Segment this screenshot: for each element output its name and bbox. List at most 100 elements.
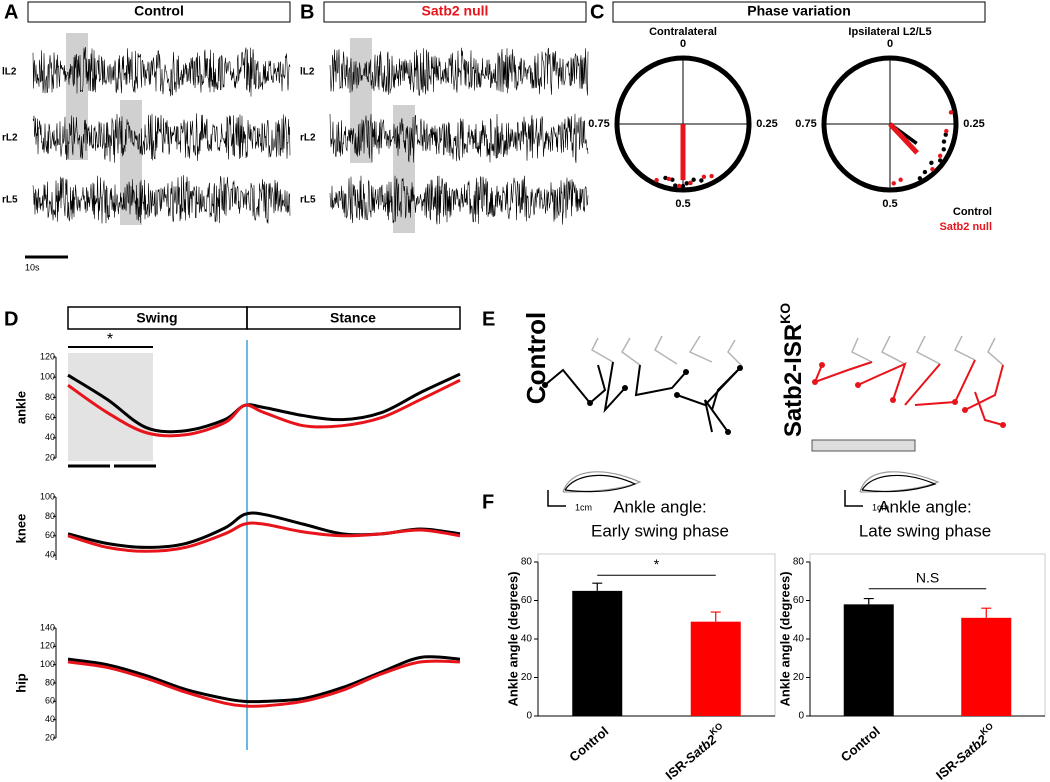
y-tick-label: 20 xyxy=(45,732,55,742)
y-tick-label: 60 xyxy=(793,595,805,606)
y-tick-label: 100 xyxy=(40,372,55,382)
trace-label: rL2 xyxy=(2,133,18,144)
x-tick-label: ISR-Satb2KO xyxy=(661,721,730,782)
mean-trace xyxy=(67,655,461,704)
y-tick-label: 120 xyxy=(40,351,55,361)
group-label: Control xyxy=(521,312,551,404)
phase-point xyxy=(941,139,947,144)
panel-letter: B xyxy=(300,1,314,23)
polar-tick-label: 0.5 xyxy=(882,198,897,210)
trace-label: rL5 xyxy=(300,195,316,206)
phase-point xyxy=(673,183,678,188)
phase-point xyxy=(943,132,948,137)
phase-point xyxy=(922,169,928,175)
y-tick-label: 20 xyxy=(45,452,55,462)
error-bar xyxy=(981,607,992,618)
x-tick-label: Control xyxy=(838,723,883,764)
polar-tick-label: 0 xyxy=(680,38,686,50)
panel-letter: D xyxy=(4,308,18,330)
phase-point xyxy=(699,178,704,183)
polar-tick-label: 0.75 xyxy=(795,118,816,130)
phase-point xyxy=(948,110,954,115)
phase-point xyxy=(917,176,923,181)
error-bar xyxy=(863,597,874,605)
header-box xyxy=(27,1,291,23)
phase-point xyxy=(930,167,935,172)
y-tick-label: 0 xyxy=(526,711,532,722)
y-tick-label: 80 xyxy=(521,557,533,568)
stick-figure-ko xyxy=(813,359,1004,426)
emg-trace xyxy=(329,113,589,163)
polar-tick-label: 0.75 xyxy=(588,118,609,130)
mean-trace xyxy=(67,659,461,708)
phase-point xyxy=(891,181,896,186)
chart-title: Ankle angle: xyxy=(878,497,972,516)
y-tick-label: 120 xyxy=(40,641,55,651)
scale-bar xyxy=(844,490,863,507)
legend-entry: Control xyxy=(953,206,992,218)
phase-point xyxy=(709,173,714,179)
phase-point xyxy=(701,174,707,179)
panel-title: Control xyxy=(134,3,184,19)
chart-subtitle: Early swing phase xyxy=(591,521,729,540)
phase-point xyxy=(666,176,672,182)
phase-point xyxy=(898,177,903,182)
y-tick-label: 0 xyxy=(798,711,804,722)
significance: N.S xyxy=(916,569,939,585)
polar-tick-label: 0.25 xyxy=(756,118,777,130)
bar xyxy=(961,617,1012,716)
bar xyxy=(843,604,894,716)
y-axis-label: ankle xyxy=(13,391,28,424)
bar-indicator xyxy=(811,439,916,452)
phase-point xyxy=(670,177,675,182)
trace-label: rL2 xyxy=(300,133,316,144)
group-label-text: Satb2-ISR xyxy=(780,324,807,437)
y-tick-label: 140 xyxy=(40,622,55,632)
header-box xyxy=(323,1,587,23)
phase-point xyxy=(691,177,696,182)
phase-point xyxy=(944,128,949,134)
y-tick-label: 60 xyxy=(45,530,55,540)
y-tick-label: 20 xyxy=(793,672,805,683)
scale-label: 1cm xyxy=(872,502,889,512)
chart-subtitle: Late swing phase xyxy=(859,521,991,540)
emg-trace xyxy=(32,175,291,224)
y-axis-label: knee xyxy=(13,514,28,544)
emg-trace xyxy=(32,47,291,97)
y-axis-label: Ankle angle (degrees) xyxy=(777,571,792,706)
phase-box xyxy=(246,306,461,330)
phase-label: Stance xyxy=(330,310,376,326)
phase-point xyxy=(937,158,943,163)
phase-point xyxy=(676,183,682,189)
phase-point xyxy=(663,175,668,181)
trace-label: rL5 xyxy=(2,195,18,206)
joint xyxy=(812,362,1006,428)
stick-figure-hip xyxy=(591,335,1004,367)
y-tick-label: 80 xyxy=(793,557,805,568)
y-tick-label: 80 xyxy=(45,392,55,402)
polar-title: Ipsilateral L2/L5 xyxy=(848,26,931,38)
mean-vector xyxy=(888,122,919,155)
y-tick-label: 40 xyxy=(45,432,55,442)
y-axis-label: hip xyxy=(13,673,28,693)
y-tick-label: 60 xyxy=(521,595,533,606)
y-tick-label: 40 xyxy=(521,634,533,645)
emg-trace xyxy=(32,113,291,163)
y-tick-label: 100 xyxy=(40,491,55,501)
panel-letter: A xyxy=(4,1,18,23)
y-tick-label: 40 xyxy=(793,634,805,645)
mean-trace xyxy=(67,521,461,553)
scale-label: 10s xyxy=(25,262,40,272)
y-tick-label: 20 xyxy=(521,672,533,683)
trace-label: lL2 xyxy=(2,67,17,78)
bar xyxy=(572,590,623,716)
phase-point xyxy=(684,181,689,186)
y-tick-label: 80 xyxy=(45,511,55,521)
phase-point xyxy=(937,153,943,159)
error-bar xyxy=(710,611,721,622)
scale-bar xyxy=(547,490,566,507)
y-tick-label: 100 xyxy=(40,659,55,669)
mean-trace xyxy=(67,372,461,434)
panel-letter: C xyxy=(590,1,604,23)
joint xyxy=(542,365,743,435)
